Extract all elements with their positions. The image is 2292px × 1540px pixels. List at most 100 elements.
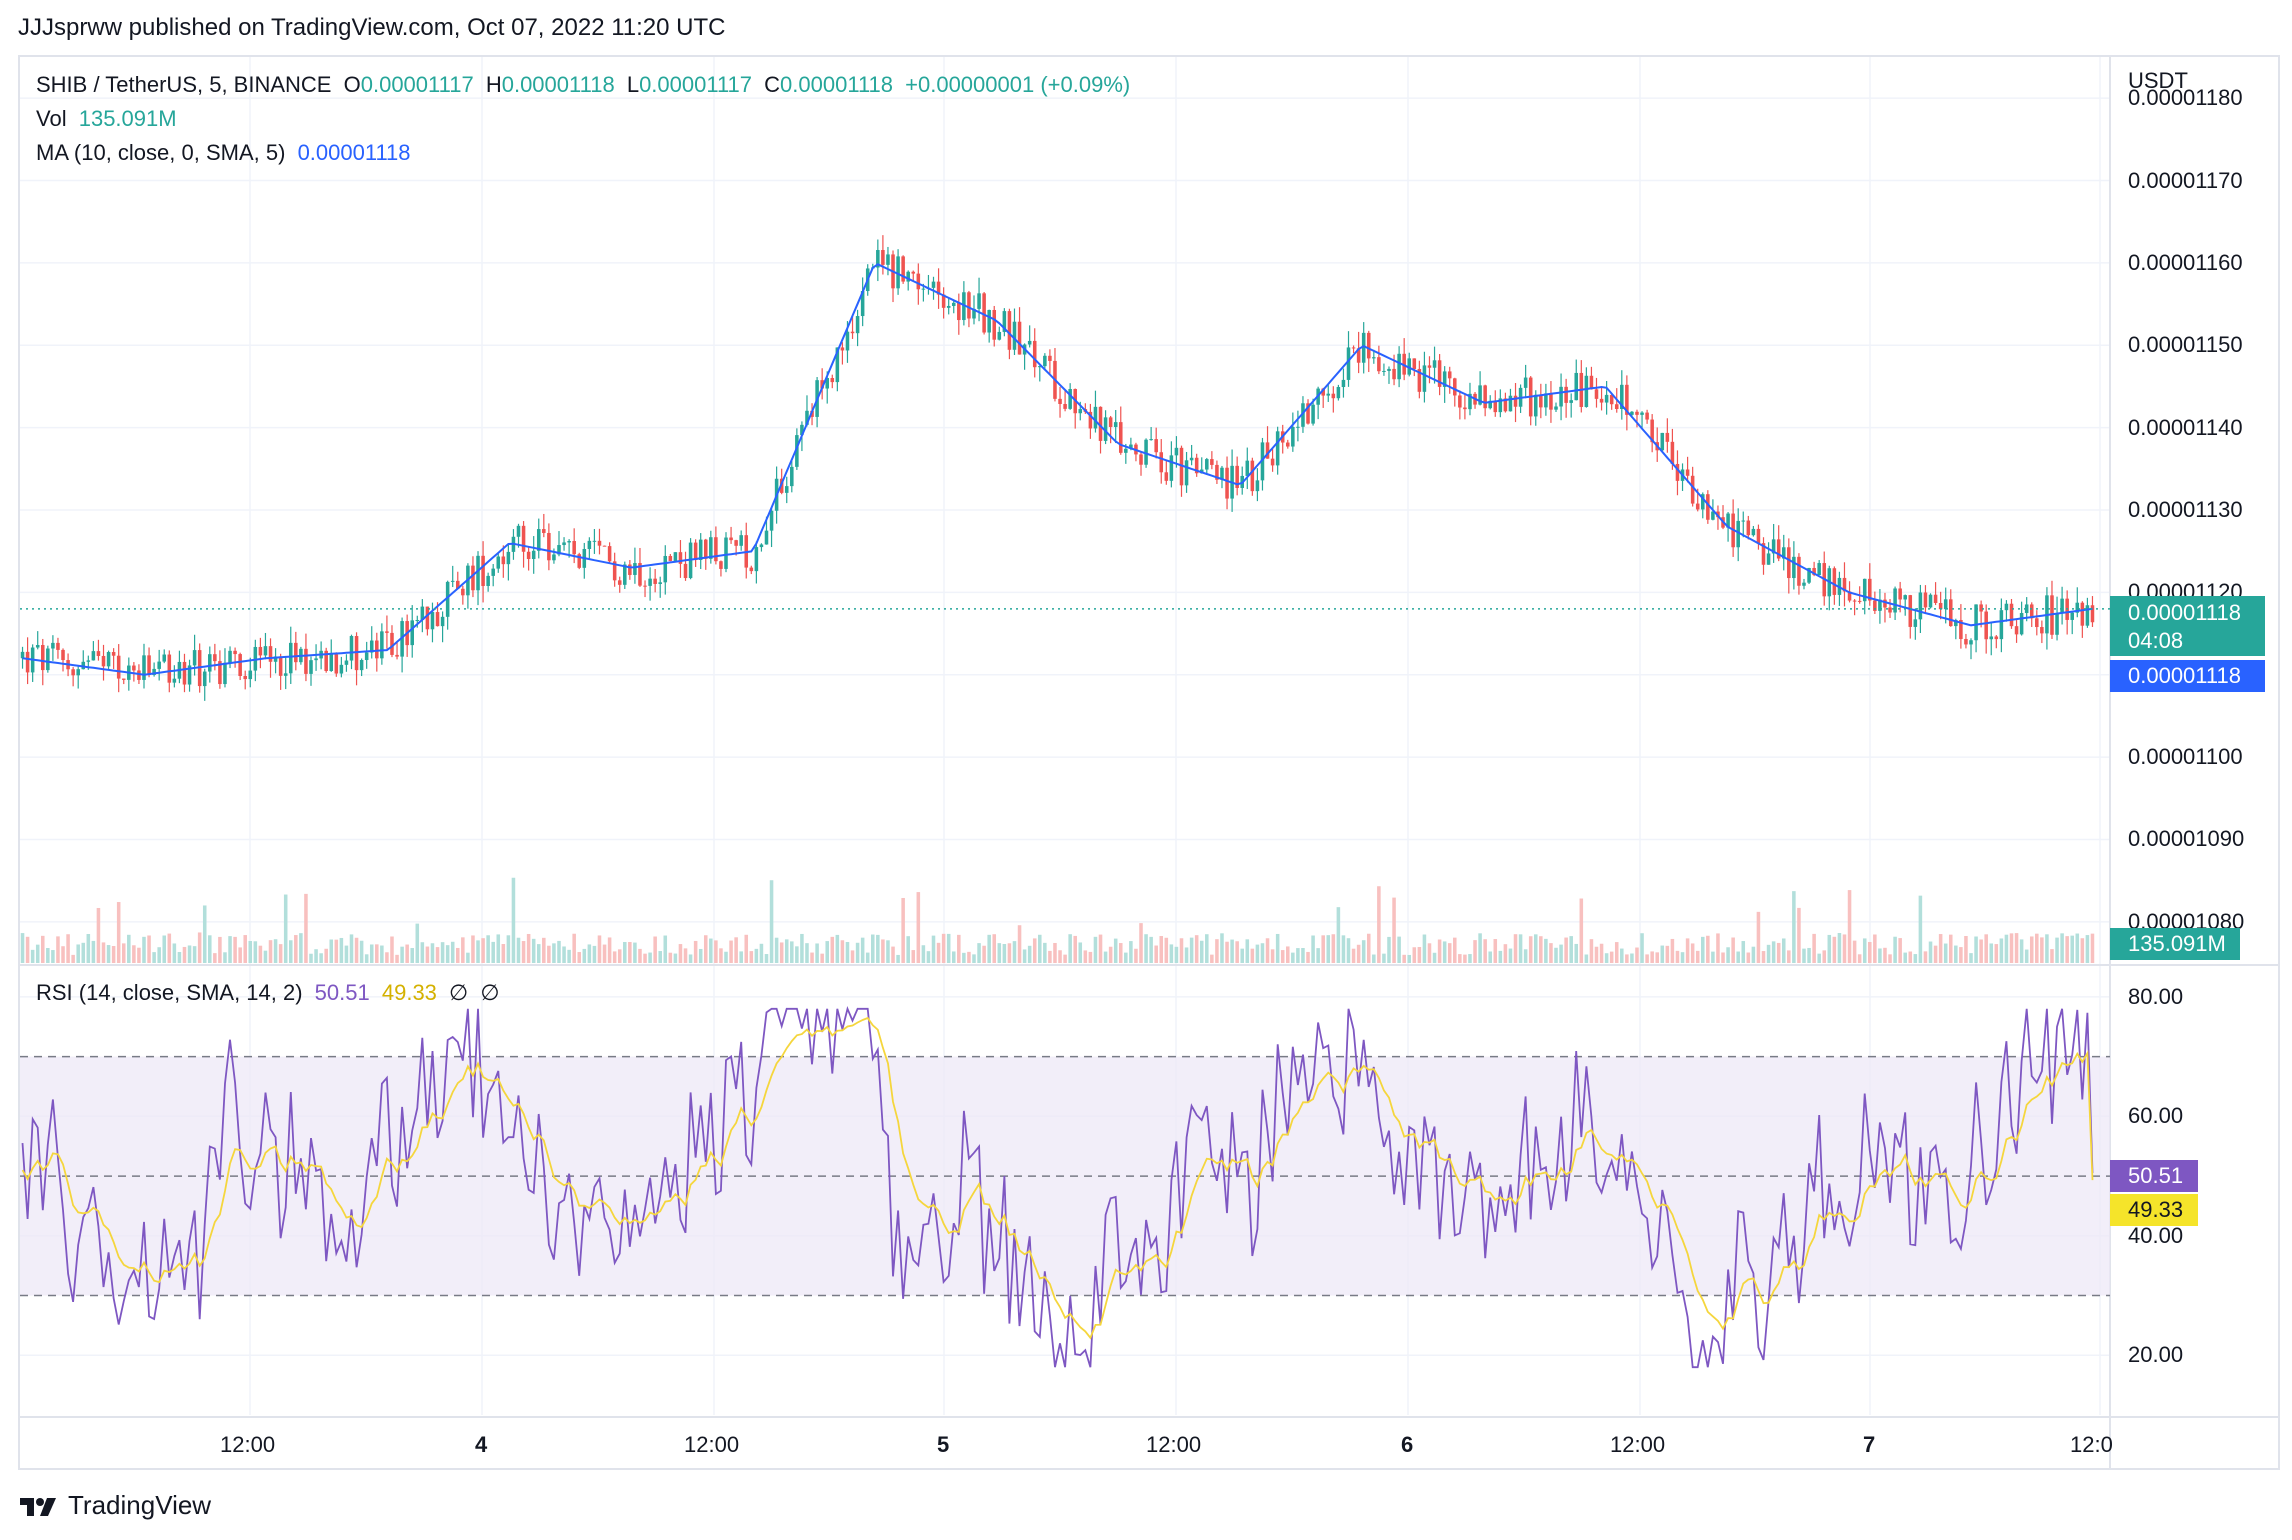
candle-body [1690, 475, 1695, 504]
candle-body [192, 650, 197, 666]
volume-bar [1883, 947, 1887, 963]
volume-bar [597, 935, 602, 963]
volume-bar [1513, 934, 1518, 963]
volume-bar [405, 944, 409, 963]
candle-body [1549, 393, 1553, 410]
candle-body [1969, 640, 1973, 645]
volume-bar [445, 945, 450, 963]
volume-bar [1943, 943, 1948, 963]
candle-body [633, 563, 637, 575]
candle-body [663, 555, 668, 583]
candle-body [1255, 480, 1260, 492]
open-value: 0.00001117 [360, 72, 474, 97]
candle-body [1954, 619, 1958, 627]
volume-bar [891, 946, 895, 963]
candle-body [1599, 398, 1604, 403]
candle-body [1665, 432, 1670, 442]
candle-body [552, 554, 556, 561]
candle-body [450, 580, 455, 582]
candle-body [415, 619, 420, 621]
volume-bar [132, 945, 136, 963]
volume-bar [1554, 947, 1558, 963]
volume-bar [1822, 950, 1827, 963]
volume-bar [1599, 943, 1604, 963]
rsi-series-line [21, 1005, 2094, 1369]
candle-body [1397, 353, 1401, 380]
volume-bar [354, 937, 359, 963]
candle-body [2075, 602, 2080, 613]
candle-body [1417, 368, 1422, 392]
volume-bar [1817, 953, 1821, 963]
volume-value: 135.091M [78, 106, 177, 131]
volume-bar [1574, 943, 1579, 963]
low-label: L [626, 72, 640, 97]
candle-body [1453, 378, 1457, 396]
volume-bar [1432, 952, 1437, 963]
volume-label[interactable]: Vol [36, 106, 67, 131]
volume-bar [66, 934, 70, 963]
candle-body [1771, 539, 1776, 554]
volume-bar [754, 948, 759, 963]
volume-bar [1245, 939, 1250, 963]
symbol-label[interactable]: SHIB / TetherUS, 5, BINANCE [36, 72, 332, 97]
volume-bar [1210, 954, 1214, 963]
volume-bar [375, 944, 379, 963]
volume-bar [283, 894, 288, 963]
candle-body [91, 651, 96, 661]
candle-body [288, 642, 293, 674]
volume-bar [1741, 941, 1746, 963]
candle-body [703, 539, 708, 559]
candle-body [456, 580, 460, 589]
volume-bar [1736, 951, 1740, 963]
candle-body [668, 555, 673, 561]
volume-bar [531, 938, 536, 963]
volume-bar [1680, 952, 1685, 963]
candle-body [1113, 422, 1118, 427]
volume-bar [1802, 948, 1806, 963]
volume-bar [982, 945, 986, 963]
volume-bar [658, 951, 662, 963]
volume-bar [304, 893, 308, 963]
ma-label[interactable]: MA (10, close, 0, SMA, 5) [36, 140, 286, 165]
ma-series-line [22, 263, 2093, 676]
candle-body [400, 621, 404, 657]
candle-body [1569, 400, 1573, 403]
volume-bar [2014, 933, 2019, 963]
volume-bar [1311, 935, 1315, 963]
volume-bar [946, 933, 951, 963]
volume-bar [957, 934, 961, 963]
volume-bar [76, 944, 80, 963]
rsi-label[interactable]: RSI (14, close, SMA, 14, 2) [36, 980, 303, 1005]
volume-bar [683, 948, 688, 963]
volume-bar [1468, 954, 1472, 963]
candle-body [1043, 355, 1047, 367]
candle-body [218, 661, 222, 685]
candle-body [1129, 444, 1133, 449]
footer-brand[interactable]: TradingView [18, 1490, 211, 1521]
candle-body [71, 669, 75, 676]
volume-bar [223, 952, 227, 963]
volume-bar [1483, 939, 1487, 963]
candle-body [982, 293, 986, 333]
candle-body [1478, 385, 1482, 405]
candle-body [1270, 458, 1275, 466]
candle-body [1584, 375, 1589, 407]
volume-bar [1564, 937, 1568, 963]
candle-body [1913, 619, 1918, 627]
change-value: +0.00000001 (+0.09%) [905, 72, 1131, 97]
candle-body [1559, 386, 1563, 407]
candle-body [248, 670, 253, 680]
volume-bar [1614, 942, 1619, 963]
candle-body [1432, 360, 1437, 368]
volume-bar [1999, 938, 2004, 963]
volume-bar [496, 934, 501, 963]
candle-body [324, 650, 328, 671]
volume-bar [1473, 940, 1477, 963]
candle-body [987, 309, 991, 333]
volume-bar [663, 935, 668, 963]
candle-body [329, 654, 334, 671]
volume-bar [2090, 933, 2095, 963]
volume-bar [1043, 942, 1047, 963]
volume-bar [962, 952, 966, 963]
